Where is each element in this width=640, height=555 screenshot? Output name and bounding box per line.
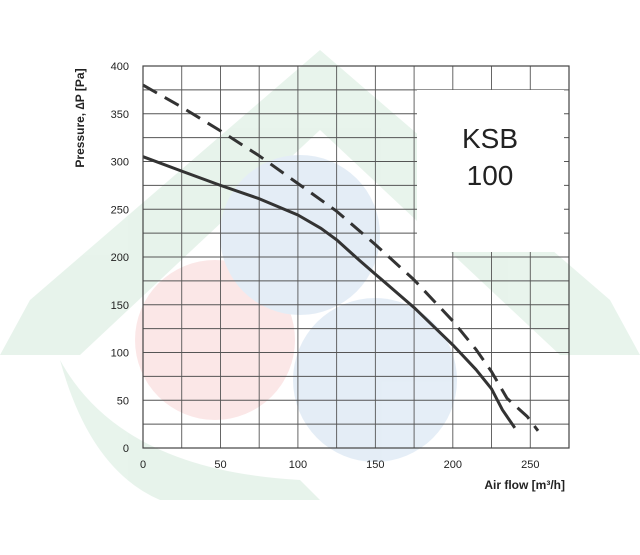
model-label-line1: KSB [462,123,518,154]
y-tick-label: 350 [111,109,129,121]
y-tick-label: 300 [111,157,129,169]
y-tick-label: 150 [111,300,129,312]
x-tick-label: 150 [366,459,384,471]
y-tick-label: 0 [123,443,129,455]
y-tick-label: 100 [111,348,129,360]
chart-curves [142,83,540,432]
x-tick-label: 200 [444,459,462,471]
y-tick-label: 250 [111,204,129,216]
x-tick-label: 50 [214,459,226,471]
y-axis-label: Pressure, ∆P [Pa] [73,68,87,167]
curve-solid [142,155,517,429]
model-label-box: KSB 100 [417,90,564,252]
x-tick-label: 100 [289,459,307,471]
y-tick-label: 200 [111,252,129,264]
curve-dashed [142,83,540,432]
x-axis-label: Air flow [m³/h] [484,478,565,492]
y-tick-label: 400 [111,61,129,73]
x-tick-label: 0 [140,459,146,471]
model-label-line2: 100 [467,160,514,191]
plot-frame [142,65,570,449]
x-tick-label: 250 [521,459,539,471]
chart-axes: 0 50 100 150 200 250 300 350 400 0 50 100 150 200 250 [111,61,570,471]
model-label-background [417,90,564,252]
y-tick-label: 50 [117,395,129,407]
